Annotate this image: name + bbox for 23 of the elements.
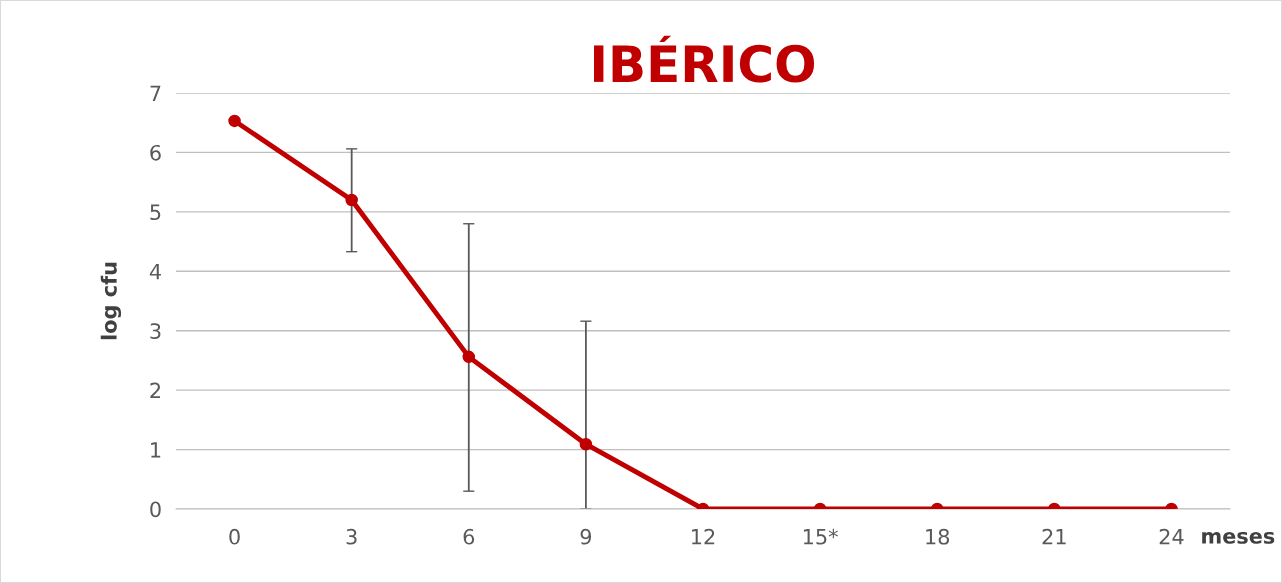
x-tick-label: 21 — [1042, 528, 1066, 545]
y-tick-label: 3 — [150, 323, 161, 339]
chart-title: IBÉRICO — [594, 35, 815, 83]
x-axis-title: meses — [1202, 531, 1275, 544]
x-tick-label: 15* — [803, 528, 838, 545]
point — [345, 193, 358, 207]
x-tick-label: 9 — [580, 528, 592, 545]
y-tick-label: 0 — [150, 501, 161, 518]
x-tick-label: 6 — [463, 528, 475, 545]
x-tick-label: 0 — [229, 528, 240, 545]
y-axis-title: log cfu — [100, 262, 122, 340]
y-tick-label: 2 — [150, 382, 161, 399]
x-tick-label: 24 — [1159, 528, 1184, 545]
x-tick-label: 18 — [926, 528, 950, 545]
point — [228, 114, 241, 128]
y-tick-label: 6 — [150, 144, 161, 161]
x-tick-label: 12 — [692, 528, 715, 545]
y-tick-label: 7 — [150, 85, 161, 101]
y-tick-label: 4 — [149, 264, 161, 280]
point — [462, 350, 476, 364]
y-tick-label: 1 — [151, 442, 161, 458]
y-tick-label: 5 — [150, 204, 161, 221]
x-tick-label: 3 — [346, 528, 357, 545]
